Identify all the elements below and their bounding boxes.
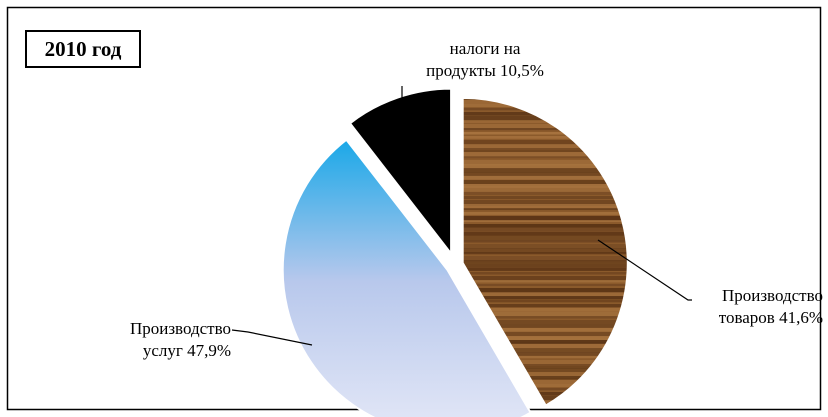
slice-label-services: Производство услуг 47,9% bbox=[86, 318, 231, 362]
leader-goods bbox=[597, 239, 692, 301]
slice-label-taxes-line2: продукты 10,5% bbox=[426, 61, 544, 80]
slice-label-taxes-line1: налоги на bbox=[449, 39, 521, 58]
leader-services bbox=[231, 329, 313, 346]
slice-label-taxes: налоги на продукты 10,5% bbox=[395, 38, 575, 82]
slice-label-services-line2: услуг 47,9% bbox=[142, 341, 231, 360]
slice-label-goods-line2: товаров 41,6% bbox=[718, 308, 823, 327]
slice-label-goods-line1: Производство bbox=[721, 286, 823, 305]
slice-label-services-line1: Производство bbox=[129, 319, 231, 338]
slice-taxes bbox=[348, 87, 453, 257]
slice-services bbox=[281, 138, 532, 417]
chart-title: 2010 год bbox=[25, 30, 141, 68]
slice-label-goods: Производство товаров 41,6% bbox=[680, 285, 823, 329]
slice-goods bbox=[461, 96, 629, 407]
